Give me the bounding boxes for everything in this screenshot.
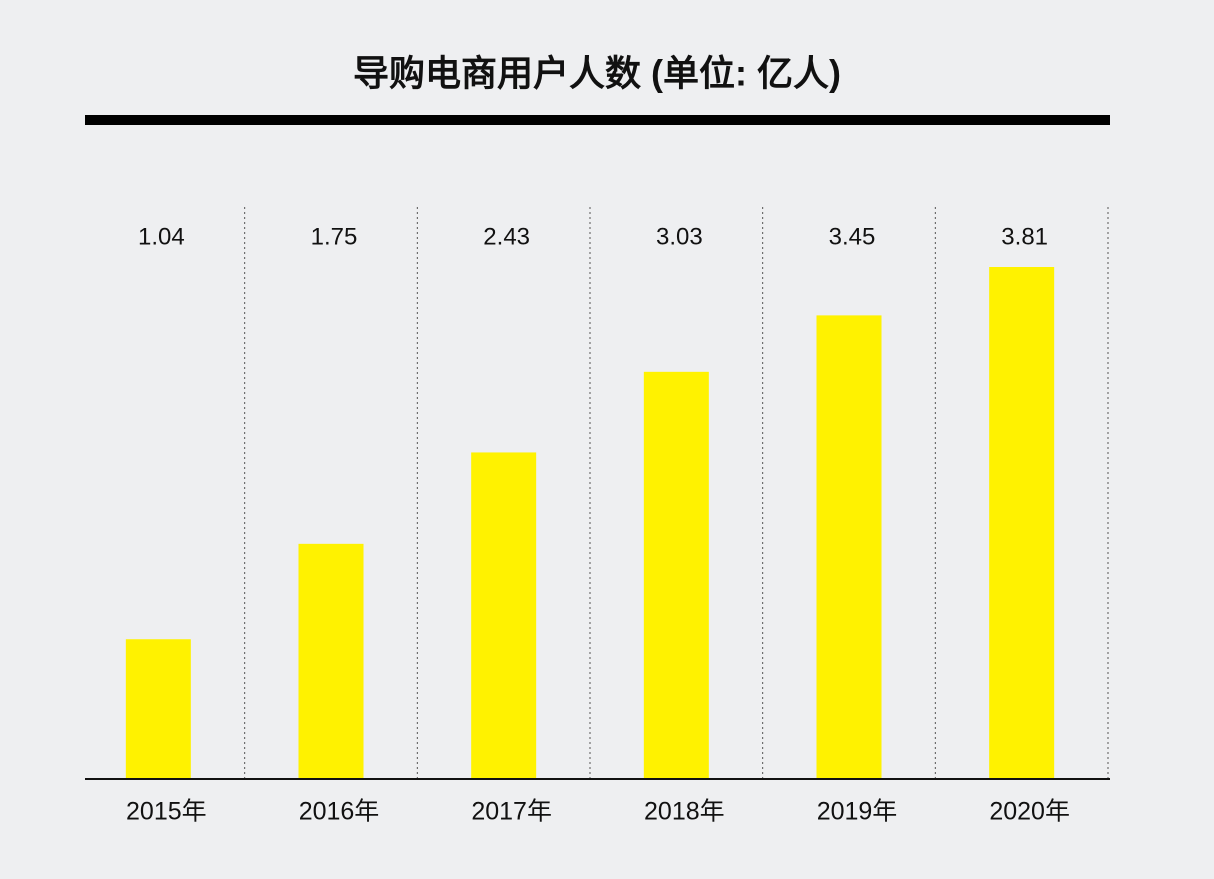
bar [471, 452, 537, 779]
x-tick-label: 2019年 [817, 798, 898, 826]
bar [816, 315, 882, 779]
x-tick-label: 2020年 [989, 798, 1070, 826]
value-label: 1.75 [311, 223, 358, 250]
value-label: 1.04 [138, 223, 185, 250]
x-tick-label: 2015年 [126, 798, 207, 826]
bar [989, 267, 1055, 779]
value-label: 3.81 [1001, 223, 1048, 250]
value-label: 3.03 [656, 223, 703, 250]
bar [298, 543, 364, 779]
x-tick-label: 2016年 [299, 798, 380, 826]
bar [125, 639, 191, 779]
chart-title: 导购电商用户人数 (单位: 亿人) [353, 53, 841, 94]
value-label: 3.45 [829, 223, 876, 250]
value-label: 2.43 [483, 223, 530, 250]
title-rule [85, 115, 1110, 125]
bar [643, 371, 709, 779]
x-tick-label: 2017年 [471, 798, 552, 826]
x-tick-label: 2018年 [644, 798, 725, 826]
